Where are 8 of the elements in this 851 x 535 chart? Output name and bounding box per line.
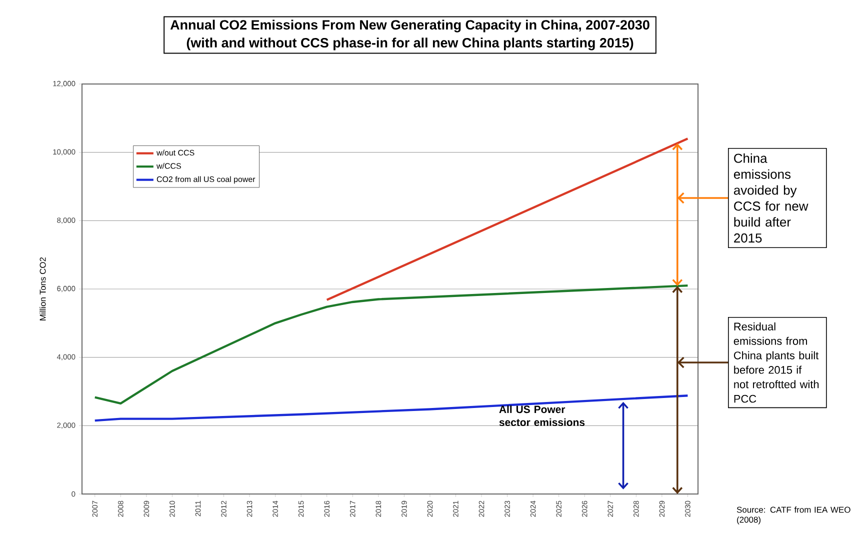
- chart-subtitle: (with and without CCS phase-in for all new China plants starting 2015): [186, 38, 634, 50]
- y-axis-title: Million Tons CO2: [40, 257, 46, 320]
- line-series: [94, 284, 689, 405]
- source-note: Source: CATF from IEA WEO (2008): [736, 506, 850, 524]
- annotation: All US Power sector emissions: [499, 405, 585, 426]
- text: China emissions avoided by CCS for new build after 2015: [734, 153, 808, 243]
- chart-title: Annual CO2 Emissions From New Generating Capacity in China, 2007-2030: [170, 20, 650, 32]
- text: Residual emissions from China plants built before 2015 if not retroftted with PCC: [734, 322, 819, 403]
